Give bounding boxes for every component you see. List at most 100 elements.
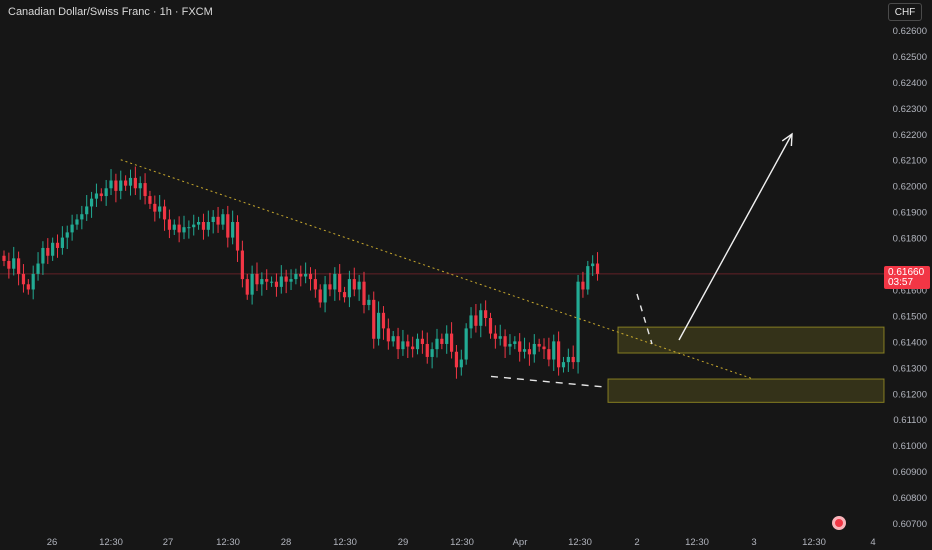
candle[interactable] bbox=[357, 274, 361, 301]
candle[interactable] bbox=[7, 252, 11, 279]
candle[interactable] bbox=[41, 241, 45, 275]
candle[interactable] bbox=[177, 216, 181, 243]
price-axis[interactable]: 0.62600 0.62500 0.62400 0.62300 0.62200 0.621… bbox=[893, 26, 927, 530]
candle[interactable] bbox=[21, 264, 26, 293]
candle[interactable] bbox=[454, 345, 459, 379]
candle[interactable] bbox=[488, 312, 493, 339]
candle[interactable] bbox=[386, 318, 390, 350]
candle[interactable] bbox=[391, 330, 395, 347]
candle[interactable] bbox=[187, 220, 191, 239]
candle[interactable] bbox=[464, 323, 468, 365]
candle[interactable] bbox=[493, 325, 497, 349]
candle[interactable] bbox=[80, 205, 84, 230]
candle[interactable] bbox=[323, 275, 327, 313]
candle[interactable] bbox=[484, 300, 488, 327]
candle[interactable] bbox=[542, 338, 546, 360]
candle[interactable] bbox=[537, 338, 541, 352]
candle[interactable] bbox=[396, 327, 400, 360]
candle[interactable] bbox=[342, 286, 347, 303]
candle[interactable] bbox=[265, 269, 269, 290]
candle[interactable] bbox=[31, 265, 35, 300]
candle[interactable] bbox=[459, 349, 463, 376]
candle[interactable] bbox=[522, 337, 527, 359]
candle[interactable] bbox=[109, 169, 113, 196]
candle[interactable] bbox=[425, 332, 429, 364]
candle[interactable] bbox=[377, 301, 381, 346]
candle[interactable] bbox=[445, 325, 449, 354]
candle[interactable] bbox=[557, 331, 561, 376]
candle[interactable] bbox=[124, 175, 128, 191]
candle[interactable] bbox=[128, 169, 133, 196]
candle[interactable] bbox=[284, 269, 288, 294]
candle[interactable] bbox=[250, 265, 254, 305]
candle[interactable] bbox=[566, 348, 570, 372]
candle[interactable] bbox=[226, 205, 230, 248]
candle[interactable] bbox=[26, 279, 30, 295]
candle[interactable] bbox=[430, 342, 434, 369]
candle[interactable] bbox=[158, 195, 162, 219]
candle[interactable] bbox=[206, 210, 210, 237]
candle[interactable] bbox=[518, 333, 522, 362]
candle[interactable] bbox=[12, 246, 16, 276]
candle[interactable] bbox=[274, 273, 279, 297]
projection-dashed-line[interactable] bbox=[636, 293, 653, 345]
candle[interactable] bbox=[304, 262, 308, 284]
candle[interactable] bbox=[51, 237, 55, 261]
candle[interactable] bbox=[255, 262, 259, 292]
candle[interactable] bbox=[352, 267, 356, 297]
candle[interactable] bbox=[547, 337, 551, 367]
candle[interactable] bbox=[182, 215, 186, 240]
candle[interactable] bbox=[231, 210, 235, 245]
candle[interactable] bbox=[591, 255, 595, 276]
candle[interactable] bbox=[367, 294, 371, 311]
candle[interactable] bbox=[474, 304, 478, 333]
candle[interactable] bbox=[2, 250, 6, 267]
candle[interactable] bbox=[119, 170, 123, 200]
candle[interactable] bbox=[581, 271, 585, 298]
candle[interactable] bbox=[420, 330, 424, 354]
candle[interactable] bbox=[415, 333, 420, 355]
candle[interactable] bbox=[586, 260, 590, 295]
candle[interactable] bbox=[338, 264, 342, 301]
candle[interactable] bbox=[89, 191, 94, 218]
candle[interactable] bbox=[46, 238, 50, 265]
candle[interactable] bbox=[60, 226, 64, 255]
candle[interactable] bbox=[216, 206, 220, 233]
candle[interactable] bbox=[503, 329, 507, 358]
candle[interactable] bbox=[532, 334, 536, 363]
candle[interactable] bbox=[513, 336, 517, 350]
candle[interactable] bbox=[133, 166, 137, 196]
candle[interactable] bbox=[289, 269, 293, 290]
candle[interactable] bbox=[362, 271, 366, 314]
candle[interactable] bbox=[318, 284, 322, 308]
tradingview-logo-icon[interactable] bbox=[832, 516, 846, 530]
candle[interactable] bbox=[245, 273, 249, 300]
candle[interactable] bbox=[75, 214, 79, 230]
candle[interactable] bbox=[406, 334, 410, 358]
candle[interactable] bbox=[85, 195, 89, 221]
candle[interactable] bbox=[527, 342, 532, 366]
candle[interactable] bbox=[328, 272, 332, 297]
candle[interactable] bbox=[508, 334, 512, 355]
candle[interactable] bbox=[269, 276, 274, 287]
time-axis[interactable]: 26 12:30 27 12:30 28 12:30 29 12:30 Apr 12:30 2 12:… bbox=[47, 537, 876, 548]
candle[interactable] bbox=[449, 322, 454, 359]
candle[interactable] bbox=[333, 267, 337, 301]
candle[interactable] bbox=[221, 209, 225, 230]
candle[interactable] bbox=[167, 209, 172, 239]
candle[interactable] bbox=[235, 215, 240, 262]
candle[interactable] bbox=[172, 219, 176, 235]
candle[interactable] bbox=[552, 334, 556, 371]
candle[interactable] bbox=[308, 267, 313, 291]
demand-zone[interactable] bbox=[617, 326, 885, 354]
candle[interactable] bbox=[55, 234, 60, 258]
demand-zone[interactable] bbox=[607, 378, 885, 403]
candle[interactable] bbox=[299, 265, 303, 287]
candle[interactable] bbox=[240, 240, 244, 288]
candle[interactable] bbox=[65, 225, 69, 249]
candle[interactable] bbox=[162, 199, 167, 231]
candle[interactable] bbox=[143, 173, 147, 205]
candle[interactable] bbox=[201, 213, 206, 240]
candle[interactable] bbox=[260, 272, 264, 296]
